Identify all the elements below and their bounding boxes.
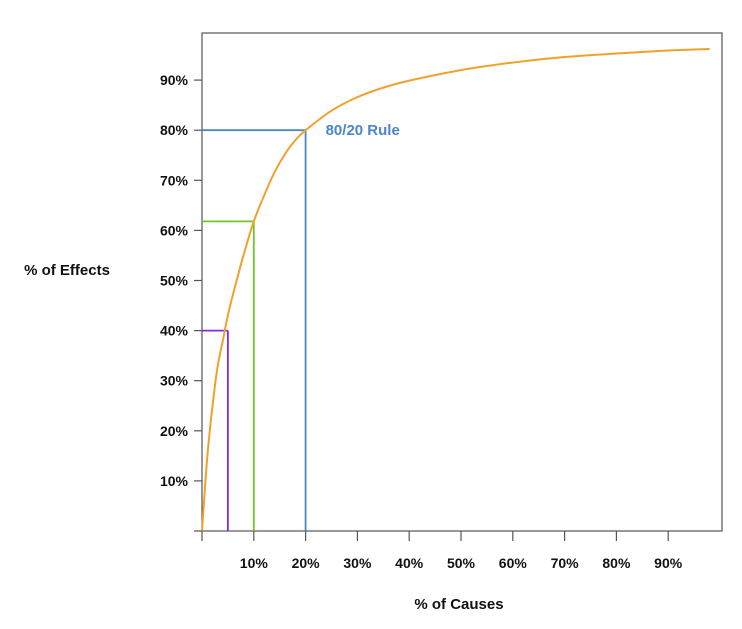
plot-frame — [201, 32, 723, 532]
y-tick-label-20: 20% — [160, 423, 189, 439]
annotation-label-20: 80/20 Rule — [326, 122, 400, 139]
y-tick-label-40: 40% — [160, 323, 189, 339]
y-axis: 10% 20% 30% 40% 50% 60% 70% 80% 90% — [160, 72, 202, 532]
y-tick-label-30: 30% — [160, 373, 189, 389]
y-tick-label-70: 70% — [160, 172, 189, 188]
y-axis-title: % of Effects — [24, 262, 110, 279]
annotation-layer: 80/20 Rule — [202, 122, 400, 531]
x-tick-label-60: 60% — [499, 555, 528, 571]
x-tick-label-80: 80% — [602, 555, 631, 571]
x-tick-label-50: 50% — [447, 555, 476, 571]
y-tick-label-90: 90% — [160, 72, 189, 88]
y-tick-label-10: 10% — [160, 473, 189, 489]
x-tick-label-30: 30% — [343, 555, 372, 571]
x-tick-label-90: 90% — [654, 555, 683, 571]
x-tick-label-20: 20% — [292, 555, 321, 571]
y-tick-label-60: 60% — [160, 222, 189, 238]
x-axis-title: % of Causes — [414, 596, 503, 613]
series-layer — [201, 48, 710, 532]
y-tick-label-50: 50% — [160, 273, 189, 289]
series-line-0 — [201, 48, 710, 532]
x-tick-label-10: 10% — [240, 555, 269, 571]
x-axis: 10% 20% 30% 40% 50% 60% 70% 80% 90% — [201, 531, 683, 571]
x-tick-label-70: 70% — [551, 555, 580, 571]
y-tick-label-80: 80% — [160, 122, 189, 138]
x-tick-label-40: 40% — [395, 555, 424, 571]
